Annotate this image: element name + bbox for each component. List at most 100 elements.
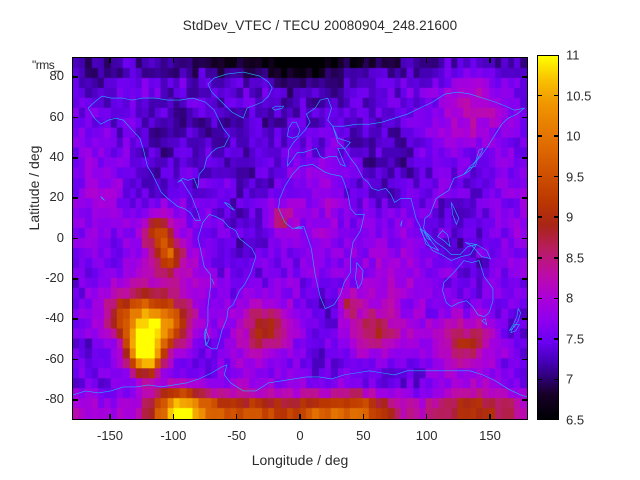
coastline-path xyxy=(279,164,365,308)
coastline-path xyxy=(73,365,527,397)
x-axis-tick-mark xyxy=(299,57,301,63)
x-axis-tick-label: -150 xyxy=(96,428,124,443)
map-plot-area xyxy=(72,57,528,420)
y-axis-tick-label: -60 xyxy=(45,350,64,366)
x-axis-tick-mark xyxy=(235,414,238,420)
y-axis-tick-mark xyxy=(72,278,78,280)
colorbar-tick-mark xyxy=(554,338,559,340)
y-axis-tick-label: 20 xyxy=(49,189,64,205)
colorbar-tick-label: 7.5 xyxy=(566,331,585,347)
y-axis-label: Latitude / deg xyxy=(26,145,42,231)
coastline-path xyxy=(198,214,256,348)
colorbar xyxy=(537,55,559,420)
colorbar-tick-label: 8 xyxy=(566,290,574,306)
x-axis-tick-mark xyxy=(299,414,301,420)
y-axis-tick-mark xyxy=(522,116,528,119)
y-axis-tick-mark xyxy=(72,318,78,320)
coastline-path xyxy=(437,230,450,246)
coastline-path xyxy=(443,261,493,317)
y-axis-tick-mark xyxy=(72,157,78,159)
y-axis-tick-mark xyxy=(522,399,528,401)
y-axis-tick-label: -40 xyxy=(45,310,64,326)
y-axis-tick-mark xyxy=(522,157,528,159)
x-axis-tick-label: 0 xyxy=(296,428,304,443)
x-axis-tick-mark xyxy=(172,414,175,420)
coastline-path xyxy=(355,263,363,289)
y-axis-tick-mark xyxy=(522,197,528,199)
x-axis-tick-mark xyxy=(489,57,491,63)
x-axis-tick-mark xyxy=(172,57,175,63)
coastline-path xyxy=(295,226,303,228)
coastline-path xyxy=(272,106,283,110)
colorbar-gradient xyxy=(538,56,558,419)
y-axis-tick-mark xyxy=(72,116,78,119)
x-axis-tick-label: 150 xyxy=(479,428,501,443)
colorbar-tick-mark xyxy=(537,175,542,178)
colorbar-tick-mark xyxy=(537,257,542,259)
y-axis-tick-label: 0 xyxy=(56,229,64,245)
colorbar-tick-mark xyxy=(537,216,542,218)
colorbar-tick-label: 8.5 xyxy=(566,250,585,266)
colorbar-tick-label: 9 xyxy=(566,209,574,225)
coastline-path xyxy=(511,325,520,333)
y-axis-tick-mark xyxy=(72,399,78,401)
x-axis-tick-mark xyxy=(425,414,428,420)
colorbar-tick-mark xyxy=(554,94,559,97)
colorbar-tick-mark xyxy=(554,378,559,381)
coastline-overlay xyxy=(73,58,527,419)
y-axis-tick-mark xyxy=(522,358,528,361)
y-axis-tick-mark xyxy=(522,237,528,240)
x-axis-tick-mark xyxy=(235,57,238,63)
coastline-path xyxy=(204,329,209,345)
x-axis-tick-label: -100 xyxy=(160,428,187,443)
y-axis-tick-label: -20 xyxy=(45,269,64,285)
coastline-path xyxy=(509,309,520,331)
vtec-heatmap xyxy=(73,58,527,419)
y-axis-tick-mark xyxy=(72,197,78,199)
colorbar-tick-mark xyxy=(537,297,542,300)
colorbar-tick-label: 6.5 xyxy=(566,412,585,428)
x-axis-tick-mark xyxy=(362,414,365,420)
coastline-path xyxy=(464,148,483,174)
coastline-path xyxy=(208,72,272,118)
y-axis-tick-label: 60 xyxy=(49,108,64,124)
coastline-path xyxy=(401,220,402,226)
coastline-path xyxy=(482,319,487,325)
x-axis-tick-label: 50 xyxy=(356,428,371,443)
y-axis-tick-label: 40 xyxy=(49,148,64,164)
coastline-path xyxy=(465,243,490,259)
x-axis-tick-mark xyxy=(109,414,111,420)
colorbar-tick-mark xyxy=(537,94,542,97)
x-axis-tick-mark xyxy=(109,57,111,63)
x-axis-tick-mark xyxy=(362,57,365,63)
x-axis-label: Longitude / deg xyxy=(251,452,349,468)
coastline-path xyxy=(224,202,234,210)
colorbar-tick-label: 7 xyxy=(566,371,574,387)
colorbar-tick-mark xyxy=(554,175,559,178)
colorbar-tick-label: 11 xyxy=(566,47,580,63)
colorbar-tick-mark xyxy=(537,338,542,340)
coastline-path xyxy=(333,92,525,250)
x-axis-tick-label: -50 xyxy=(227,428,247,443)
y-axis-tick-mark xyxy=(522,278,528,280)
colorbar-tick-mark xyxy=(554,257,559,259)
coastline-path xyxy=(451,202,459,224)
colorbar-tick-label: 9.5 xyxy=(566,169,585,185)
x-axis-tick-label: 100 xyxy=(415,428,438,443)
colorbar-tick-mark xyxy=(554,216,559,218)
coastline-path xyxy=(212,279,215,285)
colorbar-tick-mark xyxy=(537,378,542,381)
coastline-path xyxy=(88,96,229,220)
y-axis-tick-label: 80 xyxy=(49,68,64,84)
colorbar-tick-label: 10 xyxy=(566,128,581,144)
colorbar-tick-mark xyxy=(537,135,542,137)
coastline-path xyxy=(287,122,300,138)
x-axis-tick-mark xyxy=(425,57,428,63)
y-axis-tick-mark xyxy=(72,237,78,240)
colorbar-tick-mark xyxy=(554,297,559,300)
y-axis-tick-mark xyxy=(522,318,528,320)
y-axis-tick-label: -80 xyxy=(45,390,64,406)
y-axis-tick-mark xyxy=(72,358,78,361)
stray-key-text-artifact: "rms_ xyxy=(32,58,61,72)
